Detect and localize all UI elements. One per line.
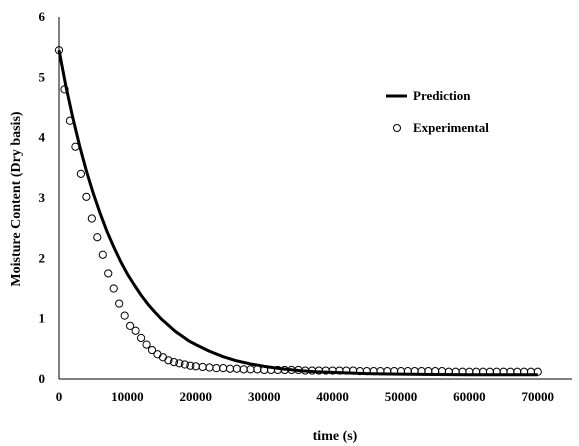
x-tick-label: 10000	[111, 389, 144, 404]
experimental-point	[246, 365, 255, 374]
y-tick-label: 0	[39, 371, 46, 386]
y-tick-label: 1	[39, 311, 46, 326]
experimental-point	[82, 192, 91, 201]
x-tick-label: 60000	[453, 389, 486, 404]
experimental-point	[93, 233, 102, 242]
experimental-point	[253, 365, 262, 374]
x-tick-label: 0	[56, 389, 63, 404]
x-axis-title: time (s)	[313, 429, 358, 444]
experimental-point	[175, 359, 184, 368]
legend-marker-swatch	[393, 124, 401, 132]
y-tick-label: 3	[39, 190, 46, 205]
experimental-point	[115, 299, 124, 308]
legend-label-experimental: Experimental	[413, 120, 489, 135]
experimental-point	[109, 284, 118, 293]
experimental-point	[71, 142, 80, 151]
legend: Prediction Experimental	[386, 88, 489, 135]
experimental-point	[120, 311, 129, 320]
x-tick-label: 40000	[316, 389, 349, 404]
experimental-point	[126, 321, 135, 331]
x-tick-label: 50000	[385, 389, 418, 404]
x-tick-label: 70000	[522, 389, 555, 404]
experimental-point	[232, 364, 241, 373]
experimental-point	[147, 345, 157, 355]
experimental-point	[65, 116, 75, 125]
y-ticks: 0 1 2 3 4 5 6	[39, 9, 46, 386]
experimental-point	[164, 356, 173, 365]
experimental-point	[239, 365, 248, 374]
experimental-point	[169, 358, 179, 367]
experimental-point	[131, 326, 140, 335]
axes	[58, 17, 572, 380]
experimental-point	[198, 362, 207, 372]
y-axis-title: Moisture Content (Dry basis)	[9, 111, 24, 286]
experimental-point	[191, 362, 200, 371]
experimental-point	[212, 364, 221, 373]
experimental-point	[136, 333, 146, 343]
experimental-point	[98, 250, 107, 259]
legend-label-prediction: Prediction	[413, 88, 471, 103]
experimental-point	[186, 361, 195, 370]
experimental-point	[104, 269, 113, 278]
experimental-point	[180, 360, 189, 369]
y-tick-label: 4	[39, 130, 46, 145]
y-tick-label: 5	[39, 69, 46, 84]
experimental-point	[225, 364, 235, 373]
experimental-point	[153, 350, 162, 359]
series-layer	[54, 46, 542, 377]
x-tick-label: 30000	[248, 389, 281, 404]
x-tick-label: 20000	[180, 389, 213, 404]
experimental-point	[533, 367, 542, 376]
x-ticks: 0 10000 20000 30000 40000 50000 60000 70000	[56, 389, 554, 404]
experimental-point	[205, 363, 214, 372]
experimental-point	[60, 85, 69, 94]
experimental-point	[219, 364, 228, 373]
y-tick-label: 6	[39, 9, 46, 24]
prediction-line	[57, 49, 538, 377]
y-tick-label: 2	[39, 250, 46, 265]
experimental-point	[87, 214, 96, 223]
experimental-point	[54, 46, 64, 55]
experimental-point	[158, 353, 168, 362]
experimental-point	[76, 169, 85, 178]
experimental-point	[142, 340, 151, 349]
